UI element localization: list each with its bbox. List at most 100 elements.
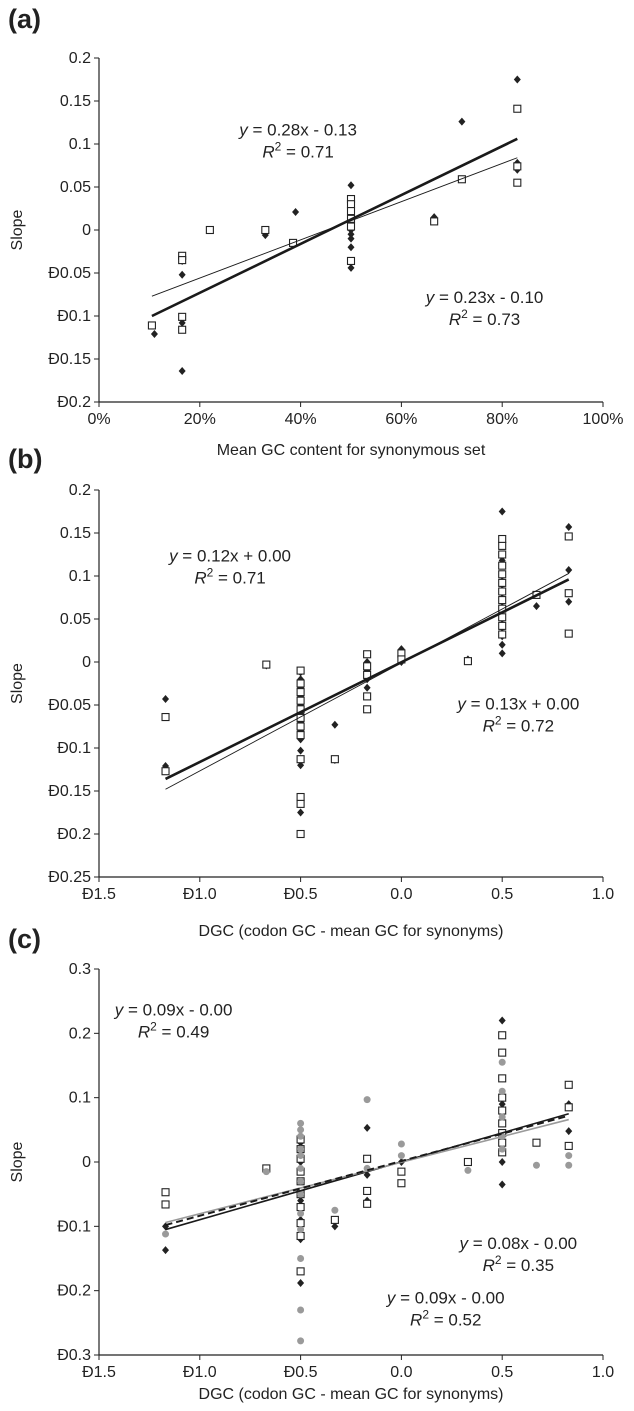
- diamond-marker: [178, 367, 186, 376]
- circle-marker: [297, 1190, 305, 1198]
- x-tick-label: 80%: [486, 411, 518, 428]
- square-marker: [498, 1031, 507, 1040]
- x-tick-label: 1.0: [592, 1364, 614, 1381]
- y-tick-label: Ð0.1: [57, 740, 91, 757]
- square-marker: [498, 570, 507, 579]
- diamond-marker: [347, 234, 355, 243]
- circle-marker: [498, 1113, 506, 1121]
- y-tick-label: Ð0.1: [57, 1218, 91, 1235]
- regression-equation: y = 0.09x - 0.00: [114, 1000, 233, 1019]
- x-tick-label: 100%: [583, 411, 624, 428]
- square-marker: [178, 256, 187, 265]
- square-marker: [498, 1119, 507, 1128]
- x-tick-label: Ð1.5: [82, 1364, 116, 1381]
- square-marker: [564, 1080, 573, 1089]
- square-marker: [296, 679, 305, 688]
- r-squared-label: R2 = 0.72: [483, 713, 554, 735]
- circle-marker: [262, 1168, 270, 1176]
- y-tick-label: Ð0.2: [57, 394, 91, 411]
- diamond-marker: [347, 181, 355, 190]
- x-tick-label: 0.0: [390, 886, 412, 903]
- square-marker: [296, 1267, 305, 1276]
- y-tick-label: 0.1: [69, 1090, 91, 1107]
- diamond-marker: [162, 1246, 170, 1255]
- square-marker: [397, 1179, 406, 1188]
- square-marker: [498, 596, 507, 605]
- diamond-marker: [498, 1180, 506, 1189]
- y-tick-label: Ð0.15: [48, 783, 91, 800]
- diamond-marker: [297, 746, 305, 755]
- diamond-marker: [292, 207, 300, 216]
- diamond-marker: [347, 230, 355, 239]
- square-marker: [205, 225, 214, 235]
- circle-marker: [297, 1226, 305, 1234]
- diamond-marker: [297, 1196, 305, 1205]
- square-marker: [564, 1103, 573, 1112]
- square-marker: [457, 175, 466, 184]
- r-squared-label: R2 = 0.49: [138, 1019, 209, 1041]
- diamond-marker: [498, 640, 506, 649]
- square-marker: [463, 1157, 472, 1167]
- panel-label: (c): [8, 924, 41, 954]
- square-marker: [147, 321, 156, 330]
- y-axis-title: Slope: [9, 209, 26, 250]
- square-marker: [363, 650, 372, 659]
- diamond-marker: [565, 1127, 573, 1136]
- square-marker: [330, 755, 339, 764]
- trendline: [165, 1118, 569, 1224]
- y-tick-label: 0.05: [60, 611, 91, 628]
- regression-equation: y = 0.09x - 0.00: [386, 1289, 505, 1308]
- diamond-marker: [498, 1158, 506, 1166]
- x-axis-title: Mean GC content for synonymous set: [217, 442, 486, 459]
- trendline: [165, 573, 569, 790]
- y-tick-label: 0.2: [69, 482, 91, 499]
- diamond-marker: [498, 1100, 506, 1109]
- square-marker: [513, 162, 522, 171]
- circle-marker: [532, 1161, 540, 1169]
- square-marker: [346, 200, 356, 209]
- square-marker: [296, 731, 305, 740]
- r-squared-label: R2 = 0.71: [194, 565, 265, 587]
- y-tick-label: Ð0.05: [48, 697, 91, 714]
- x-tick-label: Ð0.5: [284, 1364, 318, 1381]
- square-marker: [363, 1199, 372, 1208]
- y-tick-label: 0.2: [69, 1025, 91, 1042]
- x-tick-label: 0.0: [390, 1364, 412, 1381]
- square-marker: [296, 713, 305, 722]
- square-marker: [178, 325, 187, 334]
- diamond-marker: [458, 117, 466, 126]
- square-marker: [513, 178, 522, 187]
- square-marker: [296, 722, 305, 731]
- circle-marker: [297, 1177, 305, 1185]
- square-marker: [296, 829, 305, 839]
- regression-equation: y = 0.23x - 0.10: [425, 288, 544, 307]
- y-tick-label: 0.3: [69, 961, 91, 978]
- y-axis-title: Slope: [9, 1141, 26, 1182]
- square-marker: [296, 755, 305, 764]
- circle-marker: [297, 1164, 305, 1172]
- r-squared-label: R2 = 0.35: [483, 1253, 554, 1275]
- square-marker: [161, 767, 170, 776]
- square-marker: [498, 578, 507, 587]
- x-tick-label: Ð1.0: [183, 886, 217, 903]
- circle-marker: [464, 1166, 472, 1174]
- trendline: [151, 157, 518, 297]
- y-tick-label: 0.05: [60, 179, 91, 196]
- circle-marker: [297, 1152, 305, 1160]
- circle-marker: [397, 1140, 405, 1148]
- regression-equation: y = 0.08x - 0.00: [458, 1234, 577, 1253]
- diamond-marker: [363, 1123, 371, 1132]
- square-marker: [363, 692, 372, 701]
- circle-marker: [498, 1087, 506, 1095]
- square-marker: [363, 1154, 372, 1163]
- circle-marker: [297, 1255, 305, 1262]
- square-marker: [498, 587, 507, 596]
- circle-marker: [297, 1132, 305, 1140]
- diamond-marker: [297, 808, 305, 817]
- square-marker: [397, 1167, 406, 1176]
- diamond-marker: [331, 1222, 339, 1231]
- diamond-marker: [498, 649, 506, 658]
- square-marker: [296, 1202, 305, 1212]
- panel-b: (b) 0.2 0.15 0.1 0.05 0 Ð0.05 Ð0.1 Ð0.15 Ð0.2 Ð0.2…: [8, 444, 614, 940]
- circle-marker: [565, 1161, 573, 1169]
